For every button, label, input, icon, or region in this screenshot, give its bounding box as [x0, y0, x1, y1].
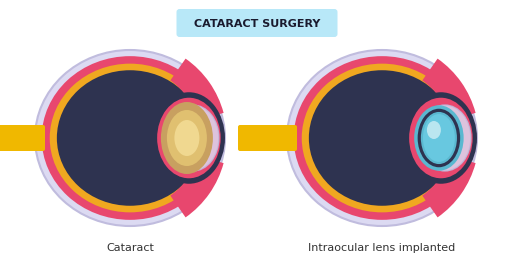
Ellipse shape: [309, 70, 455, 206]
Ellipse shape: [153, 92, 225, 184]
Ellipse shape: [293, 56, 470, 220]
Ellipse shape: [174, 120, 199, 156]
Text: Cataract: Cataract: [106, 243, 154, 253]
Ellipse shape: [157, 98, 221, 178]
Ellipse shape: [416, 107, 462, 169]
Ellipse shape: [427, 121, 441, 139]
Ellipse shape: [287, 50, 477, 226]
Wedge shape: [423, 156, 475, 217]
Text: CATARACT SURGERY: CATARACT SURGERY: [194, 19, 320, 29]
FancyBboxPatch shape: [0, 125, 45, 151]
Ellipse shape: [57, 70, 203, 206]
Ellipse shape: [161, 102, 213, 174]
FancyBboxPatch shape: [176, 9, 338, 37]
Text: Intraocular lens implanted: Intraocular lens implanted: [308, 243, 455, 253]
Ellipse shape: [405, 92, 477, 184]
Ellipse shape: [167, 105, 219, 171]
Ellipse shape: [42, 56, 218, 220]
Wedge shape: [170, 59, 224, 120]
Ellipse shape: [419, 105, 471, 171]
Wedge shape: [423, 59, 475, 120]
Ellipse shape: [50, 64, 210, 212]
Ellipse shape: [167, 110, 207, 166]
Ellipse shape: [35, 50, 225, 226]
Wedge shape: [170, 156, 224, 217]
Ellipse shape: [302, 64, 462, 212]
Ellipse shape: [409, 98, 473, 178]
FancyBboxPatch shape: [238, 125, 297, 151]
Ellipse shape: [422, 113, 456, 163]
